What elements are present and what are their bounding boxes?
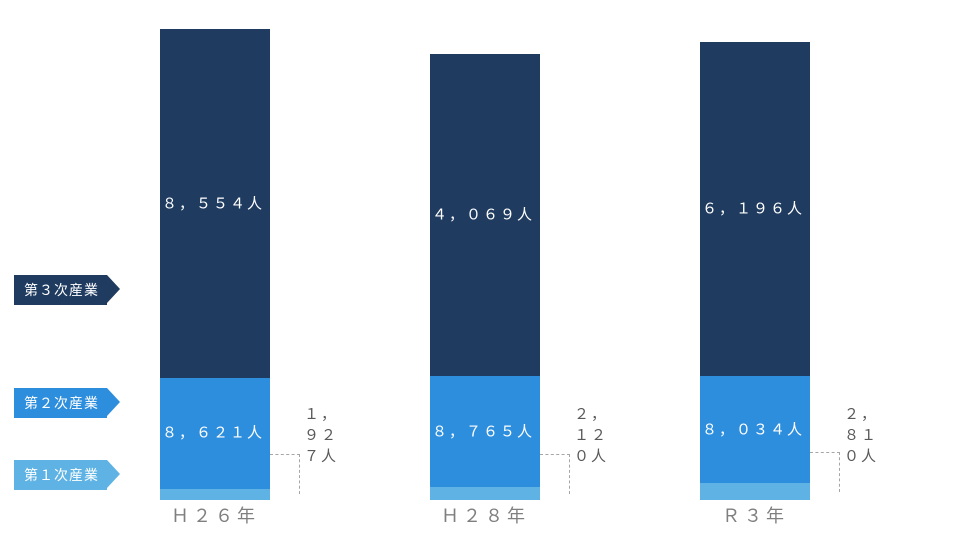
segment-s1 — [700, 483, 810, 500]
segment-s2: １８，０３４人 — [700, 376, 810, 483]
x-axis-label: Ｈ２６年 — [160, 502, 270, 528]
bar-h26: ５８，５５４人１８，６２１人１，９２７人Ｈ２６年 — [160, 29, 270, 500]
x-axis-label: Ｈ２８年 — [430, 502, 540, 528]
value-label-s3: ５４，０６９人 — [384, 205, 534, 225]
value-label-s2: １８，０３４人 — [654, 420, 804, 440]
legend-label-text: 第２次産業 — [24, 395, 99, 411]
value-label-s3: ５８，５５４人 — [114, 194, 264, 214]
legend-label-text: 第１次産業 — [24, 467, 99, 483]
segment-s3: ５６，１９６人 — [700, 42, 810, 376]
legend-tag-s2: 第２次産業 — [14, 388, 107, 418]
segment-s3: ５４，０６９人 — [430, 54, 540, 376]
segment-s1 — [430, 487, 540, 500]
segment-s2: １８，６２１人 — [160, 378, 270, 489]
x-axis-label: Ｒ３年 — [700, 502, 810, 528]
legend-label-text: 第３次産業 — [24, 282, 99, 298]
value-label-s2: １８，７６５人 — [384, 422, 534, 442]
callout-line — [270, 454, 300, 494]
bar-r3: ５６，１９６人１８，０３４人２，８１０人Ｒ３年 — [700, 42, 810, 500]
segment-s2: １８，７６５人 — [430, 376, 540, 488]
legend-tag-s1: 第１次産業 — [14, 460, 107, 490]
chart-area: ５８，５５４人１８，６２１人１，９２７人Ｈ２６年５４，０６９人１８，７６５人２，… — [140, 20, 940, 520]
callout-line — [540, 454, 570, 494]
value-label-s1: ２，８１０人 — [844, 403, 878, 466]
segment-s1 — [160, 489, 270, 500]
value-label-s2: １８，６２１人 — [114, 423, 264, 443]
legend-tag-s3: 第３次産業 — [14, 275, 107, 305]
value-label-s1: ２，１２０人 — [574, 403, 608, 466]
value-label-s1: １，９２７人 — [304, 403, 338, 466]
bar-h28: ５４，０６９人１８，７６５人２，１２０人Ｈ２８年 — [430, 54, 540, 500]
value-label-s3: ５６，１９６人 — [654, 199, 804, 219]
callout-line — [810, 452, 840, 492]
segment-s3: ５８，５５４人 — [160, 29, 270, 377]
